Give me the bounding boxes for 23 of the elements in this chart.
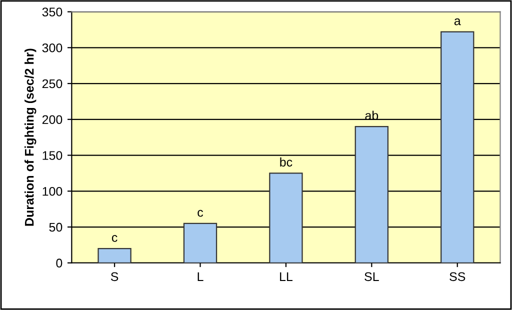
annotation: c [198, 210, 204, 217]
bar [440, 31, 474, 263]
y-axis-title: Duration of Fighting (sec/2 hr) [24, 48, 36, 226]
x-tick-label: L [198, 272, 204, 281]
bar [98, 248, 132, 263]
bar [183, 222, 218, 263]
bar [354, 126, 388, 263]
x-tick-label: SS [450, 272, 466, 282]
y-tick-label: 50 [49, 222, 62, 232]
annotation: c [112, 235, 118, 242]
annotation: bc [280, 157, 292, 167]
y-tick-label: 150 [42, 151, 62, 160]
y-tick-label: 200 [42, 115, 62, 124]
y-tick-label: 100 [42, 186, 62, 196]
y-tick-label: 0 [56, 258, 62, 268]
y-tick-label: 350 [42, 8, 62, 16]
x-tick-label: SL [364, 272, 379, 282]
y-tick-label: 250 [42, 79, 62, 88]
y-tick-label: 300 [42, 43, 62, 52]
bar [269, 172, 303, 263]
annotation: a [454, 18, 461, 26]
x-tick-label: LL [280, 272, 292, 281]
x-tick-label: S [110, 272, 118, 282]
